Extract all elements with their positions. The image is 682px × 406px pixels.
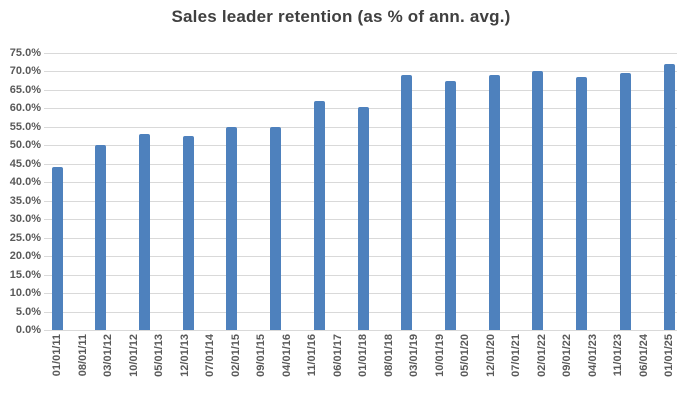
bar — [138, 134, 150, 330]
y-axis-tick-label: 40.0% — [9, 176, 41, 189]
x-axis-tick-label: 01/01/25 — [663, 334, 675, 377]
bar — [95, 145, 107, 330]
gridline — [44, 71, 677, 73]
bar — [576, 77, 588, 330]
bar — [182, 136, 194, 330]
y-axis-tick-label: 5.0% — [15, 305, 41, 318]
x-axis-tick-label: 08/01/18 — [382, 334, 395, 377]
y-axis-tick-label: 15.0% — [9, 268, 41, 281]
y-axis-tick-label: 0.0% — [15, 324, 41, 336]
bar — [444, 80, 456, 330]
x-axis-tick-label: 09/01/15 — [255, 334, 267, 377]
x-axis-tick-label: 10/01/12 — [127, 334, 140, 377]
x-axis-tick-label: 01/01/11 — [51, 334, 63, 377]
x-axis-tick-label: 07/01/21 — [510, 334, 522, 377]
bar — [226, 126, 238, 330]
x-axis-tick-label: 03/01/12 — [102, 334, 114, 377]
x-axis-tick-label: 01/01/18 — [357, 334, 369, 377]
x-axis-tick-label: 02/01/22 — [535, 334, 548, 377]
bar — [51, 167, 63, 330]
x-axis-tick-label: 11/01/23 — [612, 334, 624, 377]
x-axis-tick-label: 05/01/13 — [153, 334, 165, 377]
bar — [401, 75, 413, 330]
y-axis-tick-label: 75.0% — [9, 47, 41, 59]
x-axis-tick-label: 12/01/13 — [178, 334, 191, 377]
x-axis-tick-label: 04/01/16 — [280, 334, 293, 377]
x-axis-tick-label: 02/01/15 — [229, 334, 242, 377]
x-axis-tick-label: 04/01/23 — [586, 334, 599, 377]
y-axis-tick-label: 20.0% — [9, 250, 41, 263]
bar — [488, 75, 500, 330]
y-axis-tick-label: 35.0% — [9, 194, 41, 207]
bar — [313, 101, 325, 330]
x-axis-line — [44, 330, 677, 331]
chart-title: Sales leader retention (as % of ann. avg… — [171, 7, 511, 26]
bar — [270, 126, 282, 330]
y-axis-tick-label: 70.0% — [9, 65, 41, 78]
x-axis-tick-label: 06/01/17 — [331, 334, 344, 377]
y-axis-tick-label: 60.0% — [9, 102, 41, 115]
x-axis-tick-label: 06/01/24 — [637, 334, 650, 377]
bar — [663, 64, 675, 330]
y-axis-tick-label: 25.0% — [9, 231, 41, 244]
gridline — [44, 89, 677, 91]
y-axis-tick-label: 45.0% — [9, 157, 41, 170]
bar — [357, 106, 369, 330]
x-axis-tick-label: 05/01/20 — [459, 334, 471, 377]
x-axis-tick-label: 07/01/14 — [204, 334, 216, 377]
x-axis-tick-label: 03/01/19 — [408, 334, 420, 377]
x-axis-tick-label: 11/01/16 — [306, 334, 318, 377]
y-axis-tick-label: 30.0% — [9, 213, 41, 226]
bar — [619, 73, 631, 330]
x-axis-tick-label: 09/01/22 — [561, 334, 573, 377]
x-axis-tick-label: 08/01/11 — [76, 334, 89, 377]
y-axis-tick-label: 55.0% — [9, 120, 41, 133]
gridline — [44, 53, 677, 54]
x-axis-tick-label: 12/01/20 — [484, 334, 497, 377]
y-axis-tick-label: 10.0% — [9, 287, 41, 300]
y-axis-tick-label: 50.0% — [9, 139, 41, 152]
y-axis-tick-label: 65.0% — [9, 83, 41, 96]
x-axis-tick-label: 10/01/19 — [433, 334, 446, 377]
bar — [532, 71, 544, 330]
